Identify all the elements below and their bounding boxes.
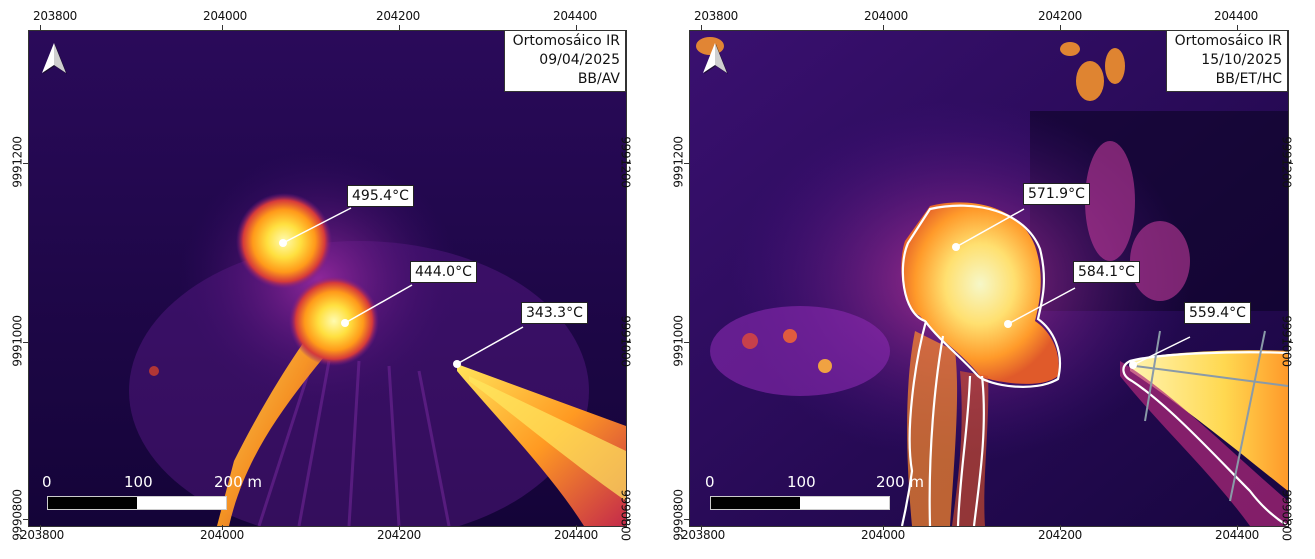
temperature-label: 571.9°C	[1023, 183, 1090, 205]
x-tick-top: 204200	[1037, 9, 1083, 23]
scale-label: 100	[787, 473, 816, 491]
x-tick-top: 203800	[32, 9, 78, 23]
y-tick-right: 9990800	[618, 489, 633, 541]
x-tick-top: 204400	[552, 9, 598, 23]
scale-label: 100	[124, 473, 153, 491]
x-tick-top: 204200	[375, 9, 421, 23]
scale-label: 200 m	[876, 473, 925, 491]
temperature-label: 444.0°C	[410, 261, 477, 283]
y-tick-right: 9990800	[1279, 489, 1294, 541]
x-tick-bottom: 204400	[1214, 528, 1260, 542]
scale-label: 0	[705, 473, 715, 491]
x-tick-bottom: 203800	[19, 528, 65, 542]
y-tick-right: 9991000	[1279, 315, 1294, 367]
map-info-box: Ortomosáico IR 09/04/2025 BB/AV	[503, 30, 626, 92]
map-panel-left: 203800 204000 204200 204400	[0, 0, 657, 559]
x-tick-top: 204000	[863, 9, 909, 23]
thermal-orthomosaic-right: 571.9°C 584.1°C 559.4°C 0 100 200 m	[689, 30, 1289, 527]
x-tick-top: 204000	[202, 9, 248, 23]
map-authors: BB/ET/HC	[1215, 71, 1282, 87]
y-tick-left: 9991200	[10, 136, 25, 188]
x-tick-top: 204400	[1213, 9, 1259, 23]
temperature-label: 495.4°C	[347, 185, 414, 207]
map-authors: BB/AV	[577, 71, 620, 87]
map-title: Ortomosáico IR	[1174, 33, 1282, 49]
map-title: Ortomosáico IR	[512, 33, 620, 49]
temperature-label: 343.3°C	[521, 302, 588, 324]
scale-bar	[710, 496, 890, 510]
temperature-label: 584.1°C	[1073, 261, 1140, 283]
scale-label: 0	[42, 473, 52, 491]
scale-label: 200 m	[214, 473, 263, 491]
north-arrow-icon	[42, 43, 67, 74]
thermal-orthomosaic-left: 495.4°C 444.0°C 343.3°C 0 100 200 m	[28, 30, 627, 527]
x-tick-top: 203800	[693, 9, 739, 23]
y-tick-left: 9991000	[10, 315, 25, 367]
north-arrow-icon	[703, 43, 728, 74]
x-tick-bottom: 204000	[860, 528, 906, 542]
x-tick-bottom: 204000	[199, 528, 245, 542]
map-panel-right: 203800 204000 204200 204400	[661, 0, 1315, 559]
x-tick-bottom: 204200	[376, 528, 422, 542]
x-tick-bottom: 204200	[1037, 528, 1083, 542]
y-tick-left: 9991000	[671, 315, 686, 367]
map-date: 15/10/2025	[1201, 52, 1282, 68]
map-date: 09/04/2025	[539, 52, 620, 68]
y-tick-right: 9991200	[618, 136, 633, 188]
y-tick-left: 9991200	[671, 136, 686, 188]
x-tick-bottom: 204400	[553, 528, 599, 542]
scale-bar	[47, 496, 227, 510]
temperature-label: 559.4°C	[1184, 302, 1251, 324]
y-tick-right: 9991000	[618, 315, 633, 367]
x-tick-bottom: 203800	[680, 528, 726, 542]
y-tick-right: 9991200	[1279, 136, 1294, 188]
map-info-box: Ortomosáico IR 15/10/2025 BB/ET/HC	[1165, 30, 1288, 92]
